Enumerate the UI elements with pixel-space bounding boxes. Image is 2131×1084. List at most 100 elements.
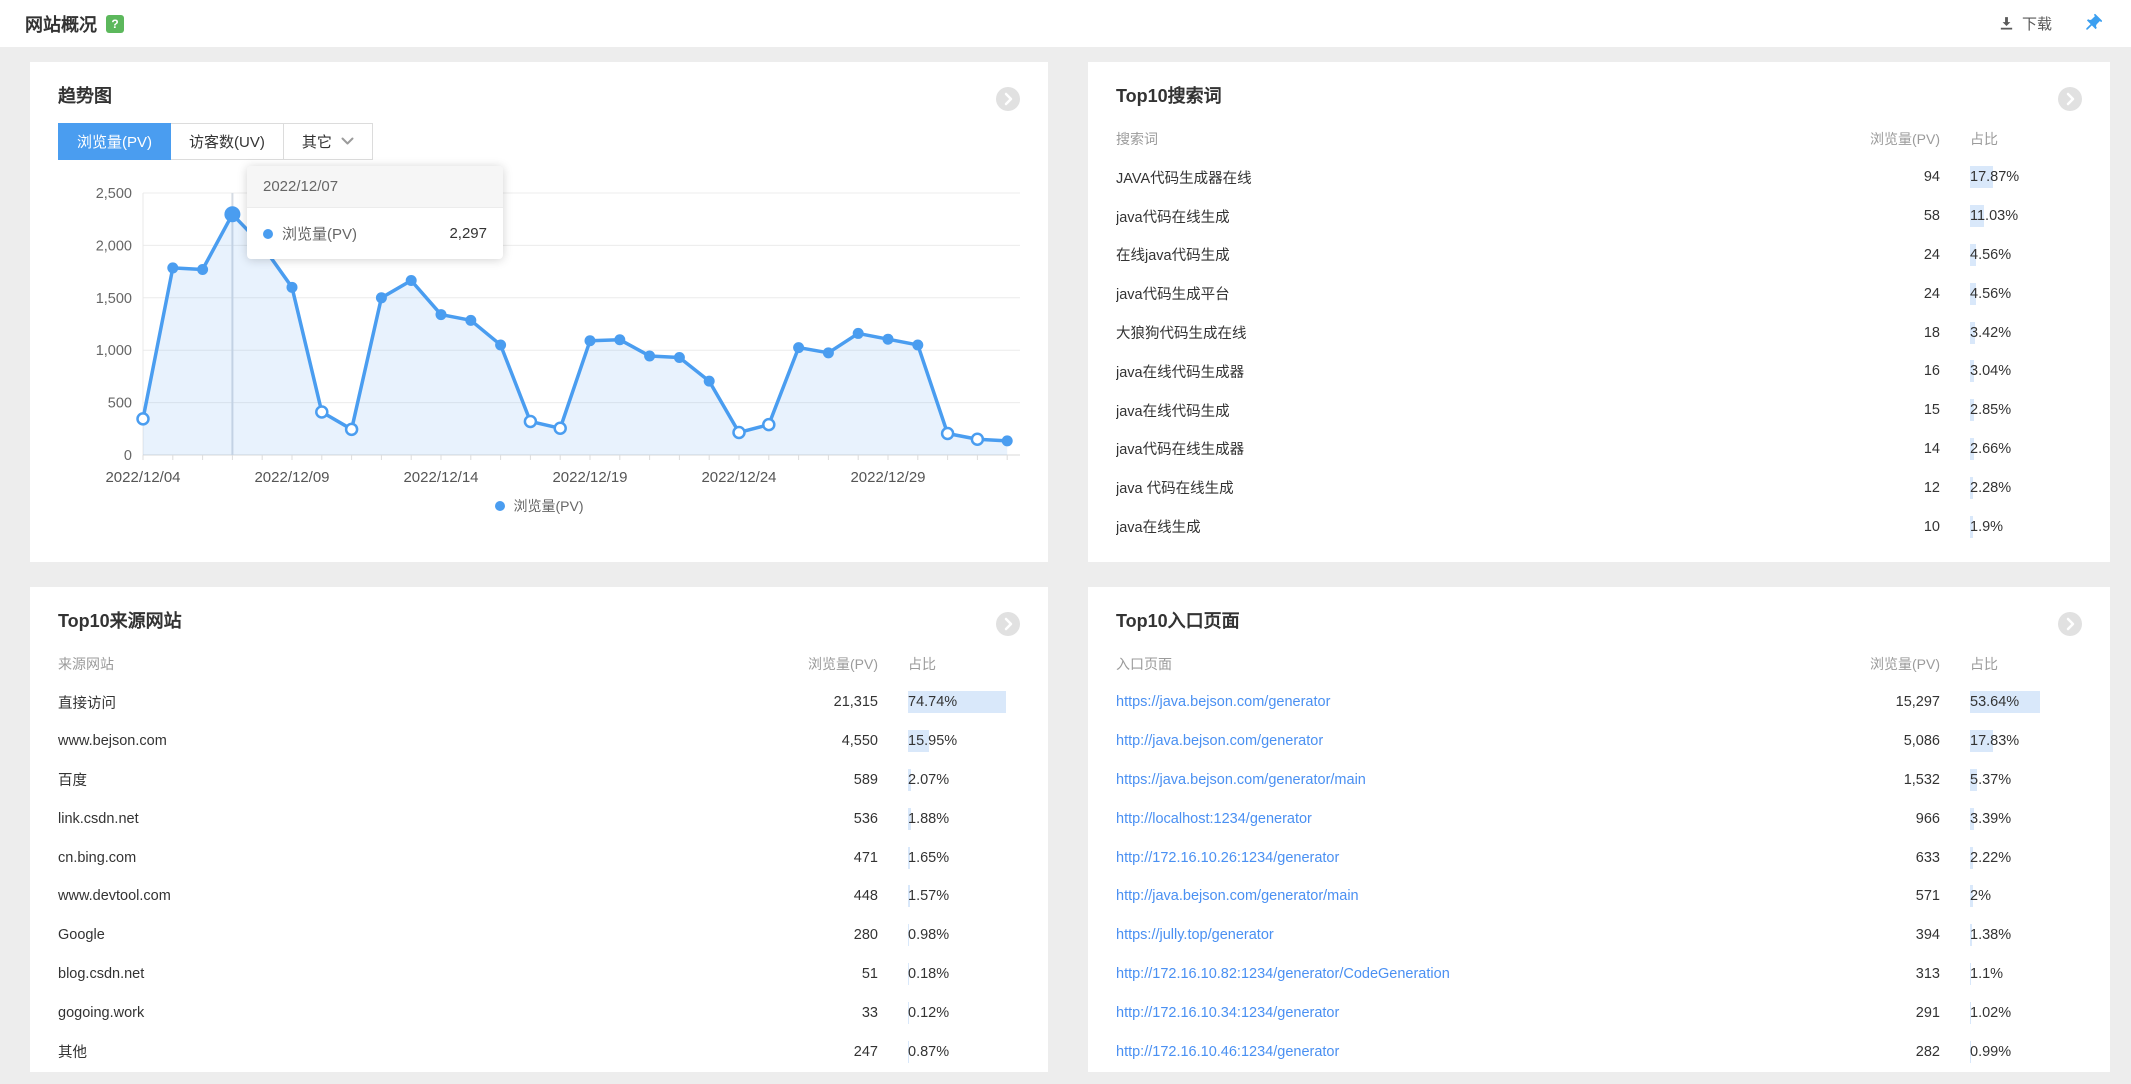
tab-pv[interactable]: 浏览量(PV) bbox=[58, 123, 172, 160]
data-point[interactable] bbox=[495, 339, 507, 351]
help-icon[interactable]: ? bbox=[106, 14, 124, 33]
column-header-pv: 浏览量(PV) bbox=[808, 656, 878, 672]
row-pct-cell: 3.39% bbox=[1970, 807, 2082, 830]
trend-chart[interactable]: 0 500 1,000 1,500 2,000 2,500 2022/12/04 2022/1… bbox=[30, 178, 1048, 488]
row-pv-value: 21,315 bbox=[833, 694, 878, 711]
data-point[interactable] bbox=[435, 309, 447, 321]
entry-page-link[interactable]: https://java.bejson.com/generator/main bbox=[1116, 771, 1366, 788]
row-pv-value: 51 bbox=[861, 965, 878, 982]
entry-pages-panel: Top10入口页面 入口页面 浏览量(PV) 占比 https://java.b… bbox=[1088, 587, 2110, 1072]
tab-other-dropdown[interactable]: 其它 bbox=[282, 123, 373, 160]
data-point[interactable] bbox=[912, 339, 924, 351]
row-pv-value: 589 bbox=[853, 771, 878, 788]
data-point[interactable] bbox=[315, 405, 329, 419]
row-pv-value: 58 bbox=[1923, 208, 1940, 225]
data-point[interactable] bbox=[970, 432, 985, 447]
pin-icon bbox=[2086, 13, 2103, 30]
download-button[interactable]: 下载 bbox=[1998, 13, 2052, 34]
row-pct-cell: 3.04% bbox=[1970, 360, 2082, 383]
row-pct-cell: 1.02% bbox=[1970, 1001, 2082, 1024]
row-name: JAVA代码生成器在线 bbox=[1116, 170, 1252, 187]
row-name: java代码在线生成 bbox=[1116, 209, 1230, 226]
data-point-highlighted[interactable] bbox=[224, 206, 241, 223]
data-point[interactable] bbox=[614, 334, 626, 346]
data-point[interactable] bbox=[405, 275, 417, 287]
data-point[interactable] bbox=[762, 417, 776, 432]
data-point[interactable] bbox=[167, 262, 179, 274]
data-point[interactable] bbox=[1001, 435, 1013, 447]
pin-button[interactable] bbox=[2082, 13, 2103, 34]
entry-page-link[interactable]: http://172.16.10.82:1234/generator/CodeG… bbox=[1116, 965, 1450, 982]
pct-bar bbox=[1970, 730, 1994, 753]
data-point[interactable] bbox=[197, 264, 209, 276]
row-pv-value: 15,297 bbox=[1895, 694, 1940, 711]
row-pct-value: 0.98% bbox=[908, 927, 950, 944]
data-point[interactable] bbox=[344, 422, 359, 437]
entry-page-link[interactable]: http://java.bejson.com/generator bbox=[1116, 733, 1324, 750]
data-point[interactable] bbox=[375, 292, 387, 304]
data-point[interactable] bbox=[644, 350, 656, 362]
search-terms-detail-button[interactable] bbox=[2058, 87, 2082, 111]
row-pct-value: 1.38% bbox=[1970, 927, 2012, 944]
pct-bar bbox=[908, 807, 911, 830]
entry-page-link[interactable]: http://localhost:1234/generator bbox=[1116, 810, 1312, 827]
trend-panel-title: 趋势图 bbox=[58, 86, 112, 106]
row-pct-cell: 1.9% bbox=[1970, 515, 2082, 538]
row-pct-cell: 15.95% bbox=[908, 730, 1020, 753]
series-dot-icon bbox=[263, 228, 273, 239]
entry-page-link[interactable]: http://172.16.10.34:1234/generator bbox=[1116, 1004, 1340, 1021]
row-pct-cell: 1.1% bbox=[1970, 962, 2082, 985]
chart-tooltip: 2022/12/07 浏览量(PV) 2,297 bbox=[247, 166, 503, 259]
data-point[interactable] bbox=[732, 425, 746, 440]
tab-uv[interactable]: 访客数(UV) bbox=[170, 123, 284, 160]
trend-chart-svg[interactable]: 0 500 1,000 1,500 2,000 2,500 2022/12/04 2022/1… bbox=[30, 178, 1048, 488]
referrers-detail-button[interactable] bbox=[996, 612, 1020, 636]
row-pv-value: 280 bbox=[853, 927, 878, 944]
entry-page-link[interactable]: http://172.16.10.26:1234/generator bbox=[1116, 849, 1340, 866]
trend-detail-button[interactable] bbox=[996, 87, 1020, 111]
row-pct-value: 1.9% bbox=[1970, 518, 2004, 535]
data-point[interactable] bbox=[584, 335, 596, 347]
row-pv-value: 4,550 bbox=[841, 733, 878, 750]
data-point[interactable] bbox=[523, 414, 538, 429]
row-name: link.csdn.net bbox=[58, 810, 139, 827]
row-pct-cell: 4.56% bbox=[1970, 243, 2082, 266]
data-point[interactable] bbox=[703, 375, 715, 387]
data-point[interactable] bbox=[852, 327, 864, 339]
topbar-actions: 下载 bbox=[1998, 13, 2103, 34]
entry-page-link[interactable]: http://java.bejson.com/generator/main bbox=[1116, 888, 1359, 905]
table-row: http://localhost:1234/generator 966 3.39% bbox=[1116, 799, 2082, 838]
table-row: http://172.16.10.26:1234/generator 633 2.2… bbox=[1116, 838, 2082, 877]
pct-bar bbox=[1970, 205, 1985, 228]
row-pv-value: 1,532 bbox=[1903, 771, 1940, 788]
page-title: 网站概况 bbox=[25, 14, 97, 35]
row-pct-value: 3.42% bbox=[1970, 324, 2012, 341]
tooltip-value: 2,297 bbox=[449, 225, 487, 242]
data-point[interactable] bbox=[136, 412, 150, 426]
data-point[interactable] bbox=[793, 342, 805, 354]
chart-legend-item[interactable]: 浏览量(PV) bbox=[30, 496, 1048, 516]
table-row: https://java.bejson.com/generator/main 1,… bbox=[1116, 761, 2082, 800]
row-pct-value: 53.64% bbox=[1970, 694, 2020, 711]
data-point[interactable] bbox=[465, 314, 477, 326]
pct-bar bbox=[908, 924, 910, 947]
y-axis-tick-label: 1,000 bbox=[96, 343, 132, 359]
pct-bar bbox=[1970, 768, 1977, 791]
table-row: java 代码在线生成 12 2.28% bbox=[1116, 468, 2082, 507]
entry-page-link[interactable]: http://172.16.10.46:1234/generator bbox=[1116, 1043, 1340, 1060]
download-icon bbox=[2000, 17, 2013, 30]
data-point[interactable] bbox=[940, 426, 955, 441]
entry-page-link[interactable]: https://java.bejson.com/generator bbox=[1116, 694, 1331, 711]
data-point[interactable] bbox=[882, 333, 894, 345]
data-point[interactable] bbox=[553, 421, 567, 436]
table-row: www.bejson.com 4,550 15.95% bbox=[58, 722, 1020, 761]
row-name: www.devtool.com bbox=[58, 888, 171, 905]
entry-pages-detail-button[interactable] bbox=[2058, 612, 2082, 636]
table-row: java代码在线生成器 14 2.66% bbox=[1116, 430, 2082, 469]
entry-page-link[interactable]: https://jully.top/generator bbox=[1116, 927, 1274, 944]
data-point[interactable] bbox=[822, 347, 834, 359]
data-point[interactable] bbox=[673, 352, 685, 364]
data-point[interactable] bbox=[286, 281, 298, 293]
row-pct-cell: 53.64% bbox=[1970, 691, 2082, 714]
row-name: java 代码在线生成 bbox=[1116, 481, 1234, 498]
